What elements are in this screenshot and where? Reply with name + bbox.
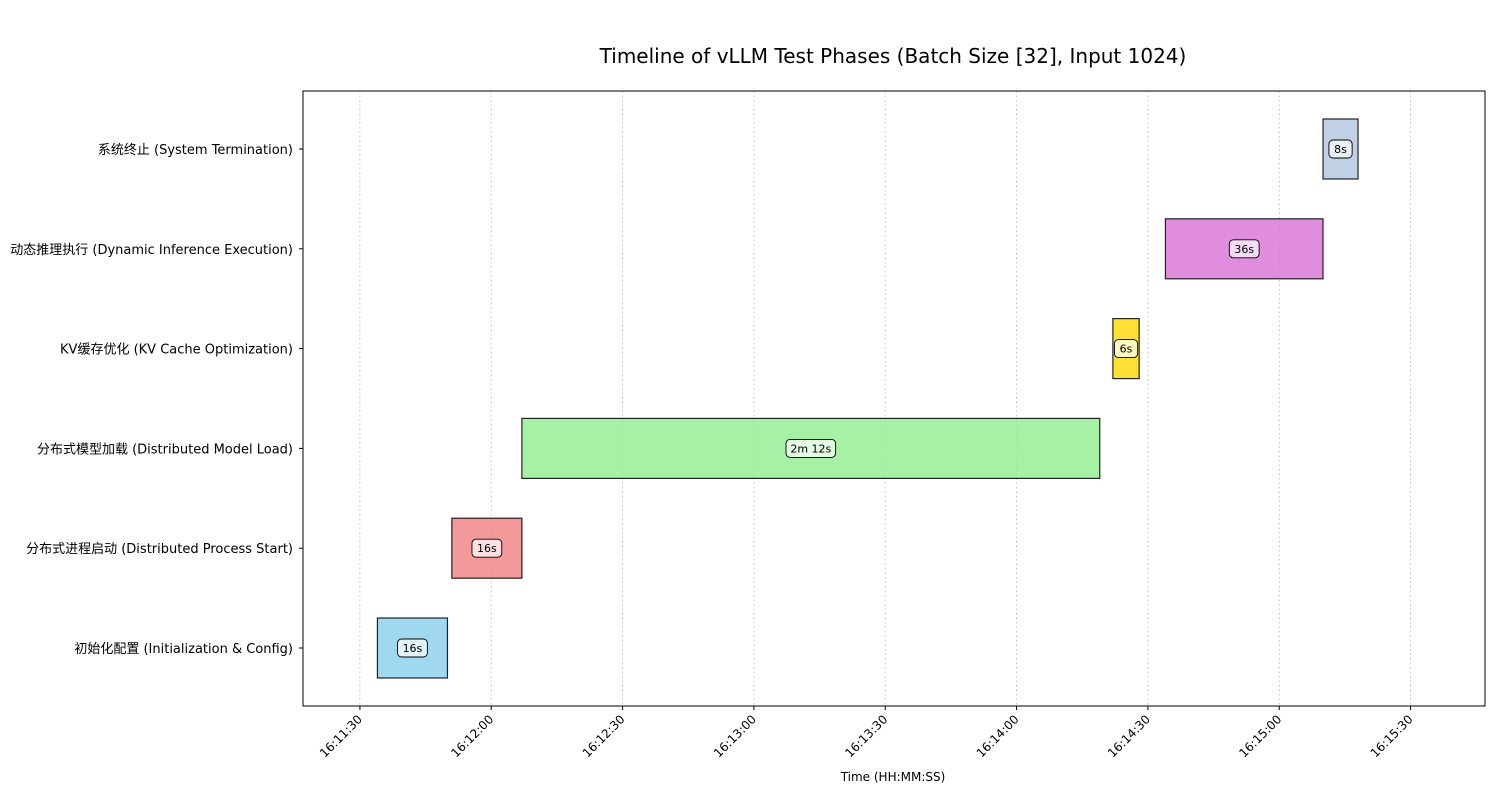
duration-label: 2m 12s: [790, 442, 831, 455]
y-tick-label: 分布式模型加载 (Distributed Model Load): [37, 442, 293, 457]
y-tick-label: 初始化配置 (Initialization & Config): [74, 642, 293, 657]
x-tick-label: 16:14:00: [974, 712, 1022, 760]
x-tick-label: 16:13:30: [842, 712, 890, 760]
y-tick-label: KV缓存优化 (KV Cache Optimization): [60, 343, 293, 358]
y-tick-label: 系统终止 (System Termination): [98, 142, 293, 158]
x-tick-label: 16:15:30: [1368, 712, 1416, 760]
y-tick-label: 动态推理执行 (Dynamic Inference Execution): [10, 243, 293, 258]
duration-badge: [471, 538, 503, 558]
x-tick-label: 16:12:30: [580, 712, 628, 760]
duration-badge: [1328, 139, 1353, 159]
duration-badge: [1113, 339, 1139, 359]
x-axis-label: Time (HH:MM:SS): [840, 770, 946, 784]
duration-label: 16s: [477, 542, 497, 555]
duration-label: 16s: [403, 642, 423, 655]
duration-badge: [785, 438, 837, 458]
y-tick-labels: 初始化配置 (Initialization & Config) 分布式进程启动 (…: [10, 142, 303, 657]
x-tick-label: 16:13:00: [711, 712, 759, 760]
duration-label: 8s: [1334, 143, 1347, 156]
duration-label: 6s: [1120, 343, 1133, 356]
y-tick-label: 分布式进程启动 (Distributed Process Start): [26, 542, 293, 557]
x-tick-label: 16:12:00: [448, 712, 496, 760]
grid-layer: [359, 91, 1411, 706]
x-tick-labels: 16:11:30 16:12:00 16:12:30 16:13:00 16:13:30…: [317, 706, 1416, 760]
x-tick-label: 16:11:30: [317, 712, 365, 760]
duration-badge: [1228, 239, 1260, 259]
x-tick-label: 16:15:00: [1236, 712, 1284, 760]
chart-title: Timeline of vLLM Test Phases (Batch Size…: [599, 44, 1187, 68]
duration-badge: [397, 638, 428, 658]
duration-label: 36s: [1234, 243, 1254, 256]
x-tick-label: 16:14:30: [1105, 712, 1153, 760]
bars-layer: 16s 16s 2m 12s 6s 36s 8s: [376, 118, 1359, 679]
plot-frame: [302, 90, 1486, 707]
